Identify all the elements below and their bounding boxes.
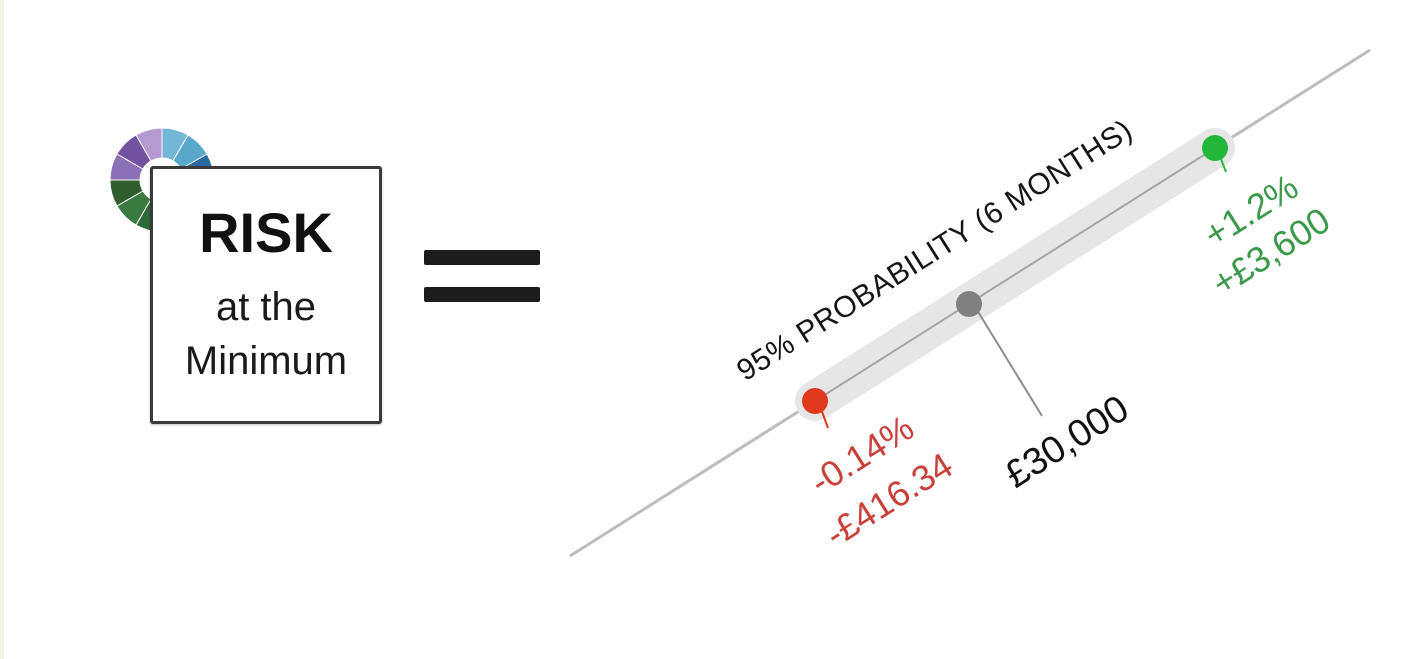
range-center-line xyxy=(814,147,1216,402)
risk-subtitle-line1: at the xyxy=(215,285,317,329)
risk-title: RISK xyxy=(199,201,333,264)
risk-subtitle-line2: Minimum xyxy=(184,339,348,383)
equals-sign-top-bar xyxy=(424,250,540,265)
center-marker-dot xyxy=(956,291,982,317)
center-marker-pin xyxy=(976,309,1043,417)
risk-box: RISK at the Minimum xyxy=(150,166,382,424)
left-edge-strip xyxy=(0,0,4,659)
low-marker-dot xyxy=(802,388,828,414)
high-marker-dot xyxy=(1202,135,1228,161)
donut-slice xyxy=(135,127,163,162)
equals-sign-bottom-bar xyxy=(424,287,540,302)
